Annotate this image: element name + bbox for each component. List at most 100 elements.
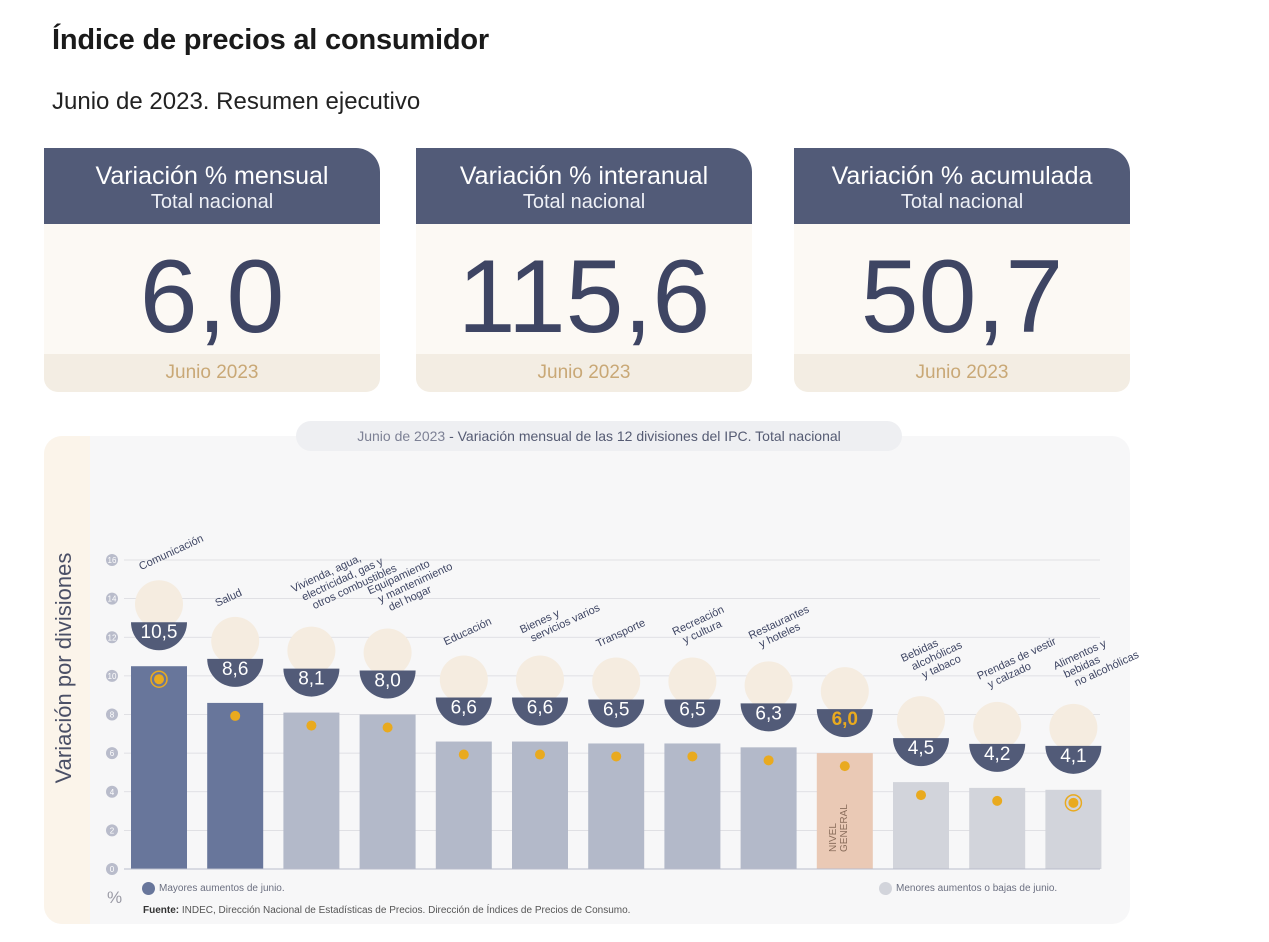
value-marker — [230, 710, 241, 721]
bar — [512, 741, 568, 869]
bar — [131, 666, 187, 869]
bar — [740, 747, 797, 869]
value-badge — [1045, 745, 1102, 774]
card-value: 50,7 — [860, 239, 1064, 355]
legend-low: Menores aumentos o bajas de junio. — [879, 882, 1057, 895]
value-badge — [664, 699, 721, 728]
y-tick-label: 10 — [108, 672, 117, 681]
y-tick-marker — [106, 708, 118, 721]
card-header: Variación % interanual Total nacional — [416, 148, 752, 224]
division-icon-backdrop — [744, 661, 793, 710]
legend-low-label: Menores aumentos o bajas de junio. — [896, 883, 1058, 894]
value-badge — [435, 697, 492, 726]
value-marker — [535, 749, 545, 760]
division-icon-backdrop — [897, 696, 945, 745]
value-marker — [687, 751, 698, 762]
bar — [435, 741, 492, 869]
category-label: Bebidasalcohólicasy tabaco — [899, 628, 969, 686]
value-marker — [916, 790, 926, 801]
legend-high-label: Mayores aumentos de junio. — [159, 883, 285, 894]
value-badge — [359, 670, 416, 699]
value-marker — [382, 722, 393, 733]
value-badge — [740, 703, 797, 732]
legend-high: Mayores aumentos de junio. — [142, 882, 285, 895]
value-marker — [992, 795, 1003, 806]
category-label-line: Comunicación — [137, 533, 205, 573]
division-icon-backdrop — [1049, 703, 1098, 752]
y-tick-label: 2 — [110, 826, 115, 835]
value-label: 4,1 — [1060, 746, 1086, 767]
value-label: 4,2 — [984, 744, 1010, 765]
bar — [588, 743, 645, 869]
y-tick-marker — [106, 592, 118, 605]
card-subtitle: Total nacional — [150, 191, 274, 213]
category-label-line: Salud — [213, 587, 244, 610]
card-subtitle: Total nacional — [900, 191, 1024, 213]
y-tick-marker — [106, 785, 118, 798]
card-value: 6,0 — [139, 239, 285, 355]
value-label: 6,5 — [679, 699, 705, 720]
y-tick-marker — [106, 824, 118, 837]
value-label: 6,5 — [603, 699, 629, 720]
category-label: Educación — [442, 616, 494, 649]
value-label: 8,0 — [374, 671, 400, 692]
value-marker — [306, 720, 317, 731]
chart-title: Junio de 2023 - Variación mensual de las… — [296, 421, 902, 451]
bar — [207, 702, 264, 869]
panel-strip — [44, 436, 90, 924]
category-label: Comunicación — [137, 533, 205, 573]
legend-high-swatch — [142, 882, 155, 895]
bar — [359, 714, 416, 869]
y-tick-marker — [106, 631, 118, 644]
chart-title-text: - Variación mensual de las 12 divisiones… — [445, 428, 841, 444]
percent-symbol: % — [107, 888, 123, 907]
category-label: Recreacióny cultura — [671, 604, 732, 649]
value-badge — [512, 697, 568, 726]
card-period: Junio 2023 — [416, 354, 752, 392]
y-tick-label: 4 — [110, 788, 115, 797]
category-label-line: Educación — [442, 616, 494, 649]
card-period: Junio 2023 — [44, 354, 380, 392]
value-label: 10,5 — [141, 622, 178, 643]
card-body: 115,6 Junio 2023 — [416, 224, 752, 392]
value-label: 6,3 — [755, 703, 781, 724]
value-marker — [154, 674, 164, 685]
division-icon-backdrop — [211, 616, 260, 665]
general-label: GENERAL — [839, 804, 850, 852]
card-body: 6,0 Junio 2023 — [44, 224, 380, 392]
division-icon-backdrop — [287, 626, 336, 675]
value-marker — [763, 755, 774, 766]
card-header: Variación % mensual Total nacional — [44, 148, 380, 224]
category-label-line: Transporte — [594, 617, 647, 650]
page-subtitle: Junio de 2023. Resumen ejecutivo — [52, 88, 421, 115]
value-label: 6,6 — [451, 698, 477, 719]
category-label: Restaurantesy hoteles — [747, 603, 817, 653]
general-label: NIVEL — [828, 823, 839, 852]
bar — [664, 743, 721, 869]
division-icon-backdrop — [516, 655, 564, 704]
card-yearly: Variación % interanual Total nacional 11… — [416, 148, 752, 392]
card-subtitle: Total nacional — [522, 191, 646, 213]
value-label: 6,6 — [527, 698, 553, 719]
card-monthly: Variación % mensual Total nacional 6,0 J… — [44, 148, 380, 392]
y-tick-marker — [106, 747, 118, 760]
chart-title-date: Junio de 2023 — [357, 428, 446, 444]
value-label: 8,1 — [298, 669, 324, 690]
value-marker — [611, 751, 622, 762]
card-title: Variación % mensual — [95, 162, 329, 190]
division-icon-backdrop — [973, 701, 1022, 750]
division-icon-backdrop — [439, 655, 488, 704]
division-icon-backdrop — [135, 580, 183, 629]
category-label: Salud — [213, 587, 244, 610]
y-tick-marker — [106, 863, 118, 875]
y-tick-label: 6 — [110, 749, 115, 758]
division-icon-backdrop — [668, 657, 717, 706]
y-tick-marker — [106, 554, 118, 566]
card-body: 50,7 Junio 2023 — [794, 224, 1130, 392]
value-badge — [969, 743, 1026, 772]
division-icon-backdrop — [820, 667, 869, 716]
value-badge — [893, 738, 949, 767]
value-label: 4,5 — [908, 738, 934, 759]
category-label: Bienes yservicios varios — [518, 591, 602, 647]
